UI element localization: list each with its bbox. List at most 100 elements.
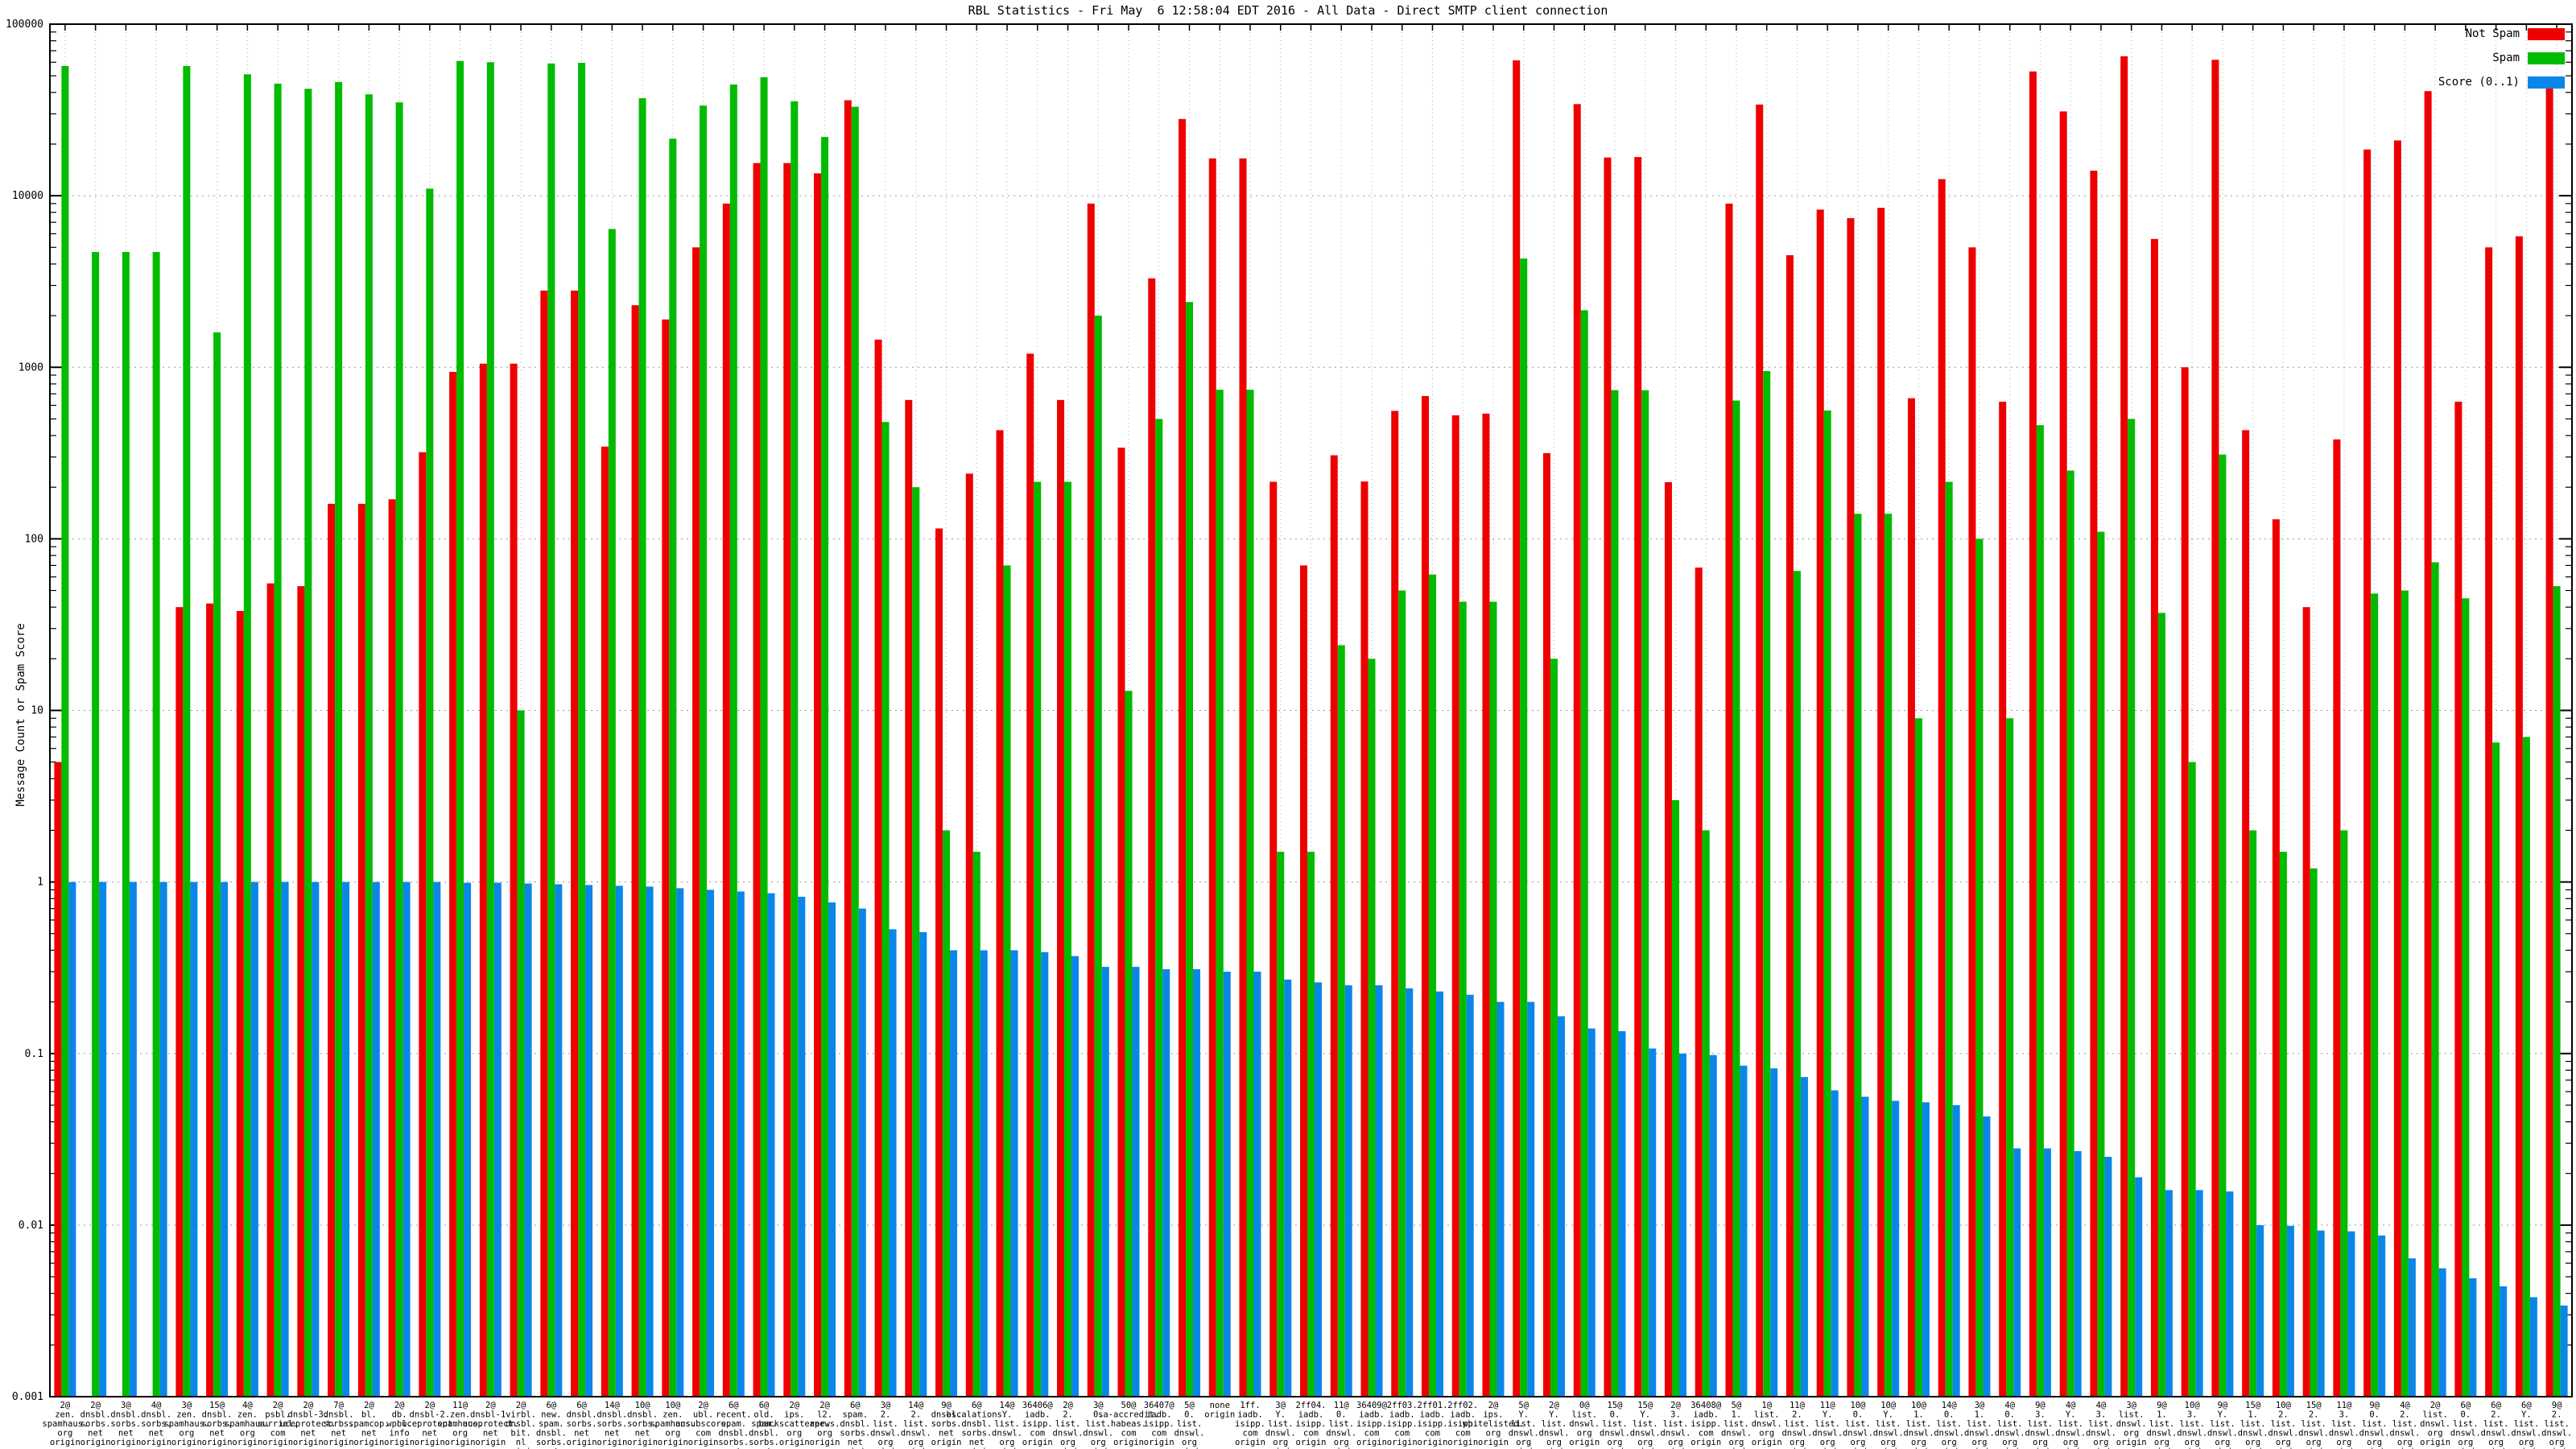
bar-not-spam: [2211, 60, 2219, 1397]
legend-swatch: [2528, 76, 2565, 89]
bar-not-spam: [1634, 157, 1642, 1397]
bar-score: [980, 950, 988, 1397]
x-tick-label: 2@ dnsbl-1. uceprotect. net origin: [463, 1401, 519, 1447]
bar-spam: [1823, 410, 1831, 1397]
bar-score: [2043, 1148, 2051, 1397]
bar-score: [1132, 967, 1140, 1397]
bar-score: [2438, 1268, 2446, 1397]
bar-not-spam: [2150, 238, 2158, 1397]
x-tick-label: 36407@ iadb. isipp. com origin: [1144, 1401, 1175, 1447]
bar-not-spam: [2242, 430, 2250, 1397]
bar-score: [1678, 1053, 1686, 1397]
x-tick-label: 11@ zen. spamhaus. org origin: [437, 1401, 483, 1447]
x-tick-label: none origin: [1204, 1401, 1235, 1420]
bar-not-spam: [449, 371, 457, 1397]
bar-score: [2378, 1235, 2386, 1397]
bar-spam: [760, 77, 768, 1397]
bar-spam: [183, 66, 191, 1397]
bar-score: [1892, 1100, 1900, 1397]
bar-not-spam: [175, 607, 184, 1397]
legend-swatch: [2528, 27, 2565, 40]
bar-spam: [1216, 390, 1224, 1397]
x-tick-label: 2@ dnsbl-3. uceprotect. net origin: [280, 1401, 336, 1447]
bar-spam: [335, 81, 343, 1397]
bar-not-spam: [692, 247, 700, 1397]
bar-not-spam: [1117, 448, 1125, 1397]
bar-not-spam: [1847, 217, 1855, 1397]
bar-spam: [2553, 586, 2561, 1397]
bar-score: [828, 902, 836, 1397]
bar-score: [2560, 1305, 2568, 1397]
bar-not-spam: [479, 363, 487, 1397]
bar-not-spam: [2363, 149, 2372, 1397]
bar-score: [2469, 1278, 2477, 1397]
bar-score: [1709, 1055, 1717, 1397]
bar-score: [646, 886, 654, 1397]
bar-spam: [1155, 419, 1163, 1397]
bar-not-spam: [1877, 208, 1885, 1397]
bar-not-spam: [935, 528, 943, 1397]
bar-spam: [1945, 481, 1953, 1397]
bar-score: [1618, 1030, 1626, 1397]
bar-spam: [2066, 470, 2074, 1397]
bar-not-spam: [2393, 140, 2401, 1397]
bar-not-spam: [2029, 71, 2037, 1397]
bar-score: [1406, 988, 1414, 1397]
bar-spam: [1034, 481, 1042, 1397]
bar-score: [2165, 1190, 2173, 1397]
bar-score: [159, 881, 167, 1397]
bar-not-spam: [2485, 247, 2493, 1397]
bar-spam: [1368, 658, 1376, 1397]
bar-not-spam: [388, 499, 396, 1397]
bar-score: [1496, 1001, 1505, 1397]
x-tick-label: 2ff02. iadb. isipp. com origin: [1447, 1401, 1478, 1447]
bar-not-spam: [874, 339, 882, 1397]
bar-not-spam: [1269, 481, 1278, 1397]
bar-spam: [2340, 830, 2348, 1397]
bar-score: [1770, 1068, 1778, 1397]
bar-spam: [2188, 762, 2196, 1397]
bar-spam: [1732, 400, 1740, 1397]
x-tick-label: 50@ sa-accredit. habeas. com origin: [1098, 1401, 1159, 1447]
legend-item-2: Score (0..1): [2438, 76, 2565, 89]
bar-score: [68, 881, 76, 1397]
bar-spam: [2006, 718, 2014, 1397]
bar-score: [2013, 1148, 2021, 1397]
bar-score: [281, 881, 289, 1397]
x-tick-label: 4@ dnsbl. sorbs. net origin: [141, 1401, 171, 1447]
x-tick-label: 36406@ iadb. isipp. com origin: [1022, 1401, 1054, 1447]
bar-spam: [395, 102, 403, 1397]
bar-spam: [791, 101, 799, 1397]
x-tick-label: 2@virbl.dnsbl.bit.nlorigin: [506, 1401, 536, 1449]
x-tick-label: 36409@ iadb. isipp. com origin: [1356, 1401, 1388, 1447]
bar-score: [767, 893, 775, 1397]
bar-score: [2104, 1157, 2112, 1397]
bar-not-spam: [1664, 481, 1672, 1397]
bar-score: [1983, 1116, 1991, 1397]
bar-not-spam: [419, 452, 427, 1397]
y-tick-label: 1000: [19, 361, 43, 374]
bar-not-spam: [266, 583, 275, 1397]
bar-score: [858, 908, 866, 1397]
x-tick-label: 1@ list. dnswl. org origin: [1752, 1401, 1782, 1447]
x-tick-label: 1ff. iadb. isipp. com origin: [1235, 1401, 1265, 1447]
bar-score: [99, 881, 107, 1397]
bar-not-spam: [996, 430, 1004, 1397]
bar-spam: [426, 188, 434, 1397]
bar-not-spam: [2059, 111, 2067, 1397]
bar-score: [1284, 979, 1292, 1397]
bar-score: [2195, 1190, 2203, 1397]
bar-spam: [274, 83, 282, 1397]
